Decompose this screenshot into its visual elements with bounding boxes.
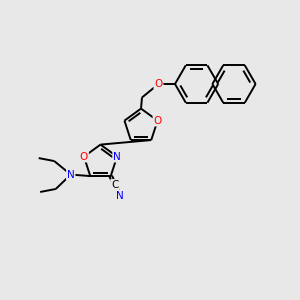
Text: N: N	[113, 152, 121, 162]
Text: N: N	[116, 190, 124, 201]
Text: O: O	[154, 79, 163, 89]
Text: O: O	[80, 152, 88, 162]
Text: N: N	[67, 169, 75, 180]
Text: C: C	[111, 180, 118, 190]
Text: O: O	[153, 116, 162, 126]
